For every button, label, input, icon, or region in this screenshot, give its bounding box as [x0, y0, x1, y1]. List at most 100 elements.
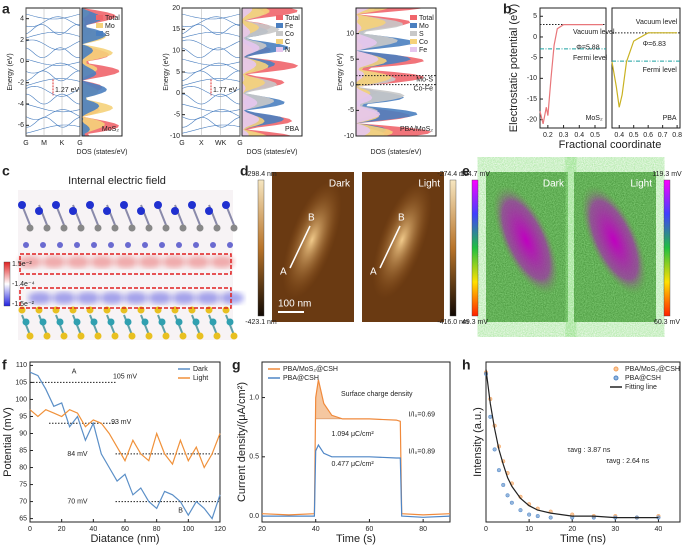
atom-c: [111, 224, 119, 232]
dos-label: DOS (states/eV): [77, 149, 128, 156]
y-tick-label: 20: [172, 5, 180, 12]
data-point: [518, 508, 523, 513]
atom-n: [69, 207, 77, 215]
band-line: [25, 24, 81, 35]
image-title: Dark: [543, 179, 565, 190]
y-tick-label: -15: [527, 96, 537, 103]
legend-label: S: [419, 31, 424, 38]
atom-c: [43, 224, 51, 232]
image-title: Light: [630, 179, 652, 190]
dos-frame: [355, 7, 437, 137]
annotation: τavg : 2.64 ns: [606, 458, 649, 465]
y-tick-label: -5: [348, 107, 354, 114]
reference-label: 70 mV: [67, 498, 88, 505]
k-point-label: G: [23, 140, 28, 147]
atom-c: [128, 224, 136, 232]
colorbar-label: -298.4 nm: [245, 171, 277, 178]
annotation: I/I₀=0.69: [409, 412, 436, 419]
atom-n: [120, 201, 128, 209]
atom-c: [213, 224, 221, 232]
band-line: [25, 109, 81, 120]
y-axis-label: Electrostatic potential (eV): [508, 4, 520, 132]
atom-n: [103, 207, 111, 215]
atom-mo: [192, 318, 200, 326]
band-line: [181, 13, 241, 20]
y-tick-label: 85: [19, 447, 27, 454]
legend-label: PBA@CSH: [283, 375, 319, 382]
colorbar-label: -274.4 nm: [437, 171, 469, 178]
y-tick-label: 1.0: [249, 394, 259, 401]
y-tick-label: 0: [533, 34, 537, 41]
atom-fe: [108, 242, 114, 248]
field-blue: [28, 292, 52, 304]
series-line: [485, 369, 659, 519]
atom-s: [60, 332, 68, 340]
atom-mo: [22, 318, 30, 326]
interface-box: [19, 287, 232, 309]
x-tick-label: 20: [258, 526, 266, 533]
panel-label: d: [240, 163, 249, 179]
annotation: Fermi level: [643, 67, 678, 74]
atom-n: [18, 201, 26, 209]
y-tick-label: -5: [174, 112, 180, 119]
legend-label: Total: [419, 15, 434, 22]
k-point-label: G: [179, 140, 184, 147]
atom-fe: [210, 242, 216, 248]
dos-area: [356, 8, 381, 136]
band-line: [25, 16, 81, 27]
field-blue: [76, 292, 100, 304]
colorbar-label: -416.0 nm: [437, 319, 469, 326]
band-line: [181, 24, 241, 35]
y-tick-label: -4: [18, 101, 24, 108]
annotation: Surface charge density: [341, 391, 413, 398]
atom-s: [111, 332, 119, 340]
band-line: [181, 62, 241, 74]
field-red: [138, 256, 162, 268]
atom-mo: [158, 318, 166, 326]
band-line: [181, 39, 241, 51]
band-line: [181, 124, 241, 134]
dos-area: [356, 8, 393, 136]
atom-n: [52, 201, 60, 209]
annotation: MoS₂: [586, 115, 603, 122]
k-point-label: G: [237, 140, 242, 147]
y-axis-label: Energy (eV): [7, 53, 14, 90]
atom-n: [137, 207, 145, 215]
scale-label: 100 nm: [278, 299, 311, 310]
x-axis-label: Diatance (nm): [90, 533, 159, 545]
series-line: [611, 32, 678, 108]
colorbar: [3, 261, 11, 307]
x-axis-label: Fractional coordinate: [559, 139, 662, 151]
series-line: [261, 379, 451, 516]
afm-flake: [372, 181, 432, 299]
field-red: [186, 256, 210, 268]
atom-s: [43, 332, 51, 340]
y-tick-label: 5: [176, 69, 180, 76]
legend-label: PBA/MoS₂@CSH: [625, 366, 680, 373]
band-line: [181, 58, 241, 66]
atom-fe: [74, 242, 80, 248]
band-line: [181, 109, 241, 120]
field-blue: [100, 292, 124, 304]
band-line: [181, 93, 241, 105]
k-point-label: K: [60, 140, 65, 147]
atom-mo: [226, 318, 234, 326]
atom-fe: [176, 242, 182, 248]
band-line: [25, 124, 81, 134]
y-tick-label: 15: [172, 26, 180, 33]
x-tick-label: 40: [89, 526, 97, 533]
band-line: [181, 85, 241, 97]
image-title: Light: [418, 179, 440, 190]
x-tick-label: 60: [121, 526, 129, 533]
dos-area: [356, 8, 432, 136]
band-frame: [181, 7, 241, 137]
series-line: [29, 409, 221, 469]
atom-s: [196, 332, 204, 340]
colorbar: [663, 179, 671, 317]
annotation: τavg : 3.87 ns: [567, 447, 610, 454]
atom-fe: [125, 242, 131, 248]
annotation: Φ=6.83: [643, 41, 666, 48]
point-label: B: [398, 213, 405, 224]
atom-s: [145, 332, 153, 340]
field-red: [162, 256, 186, 268]
